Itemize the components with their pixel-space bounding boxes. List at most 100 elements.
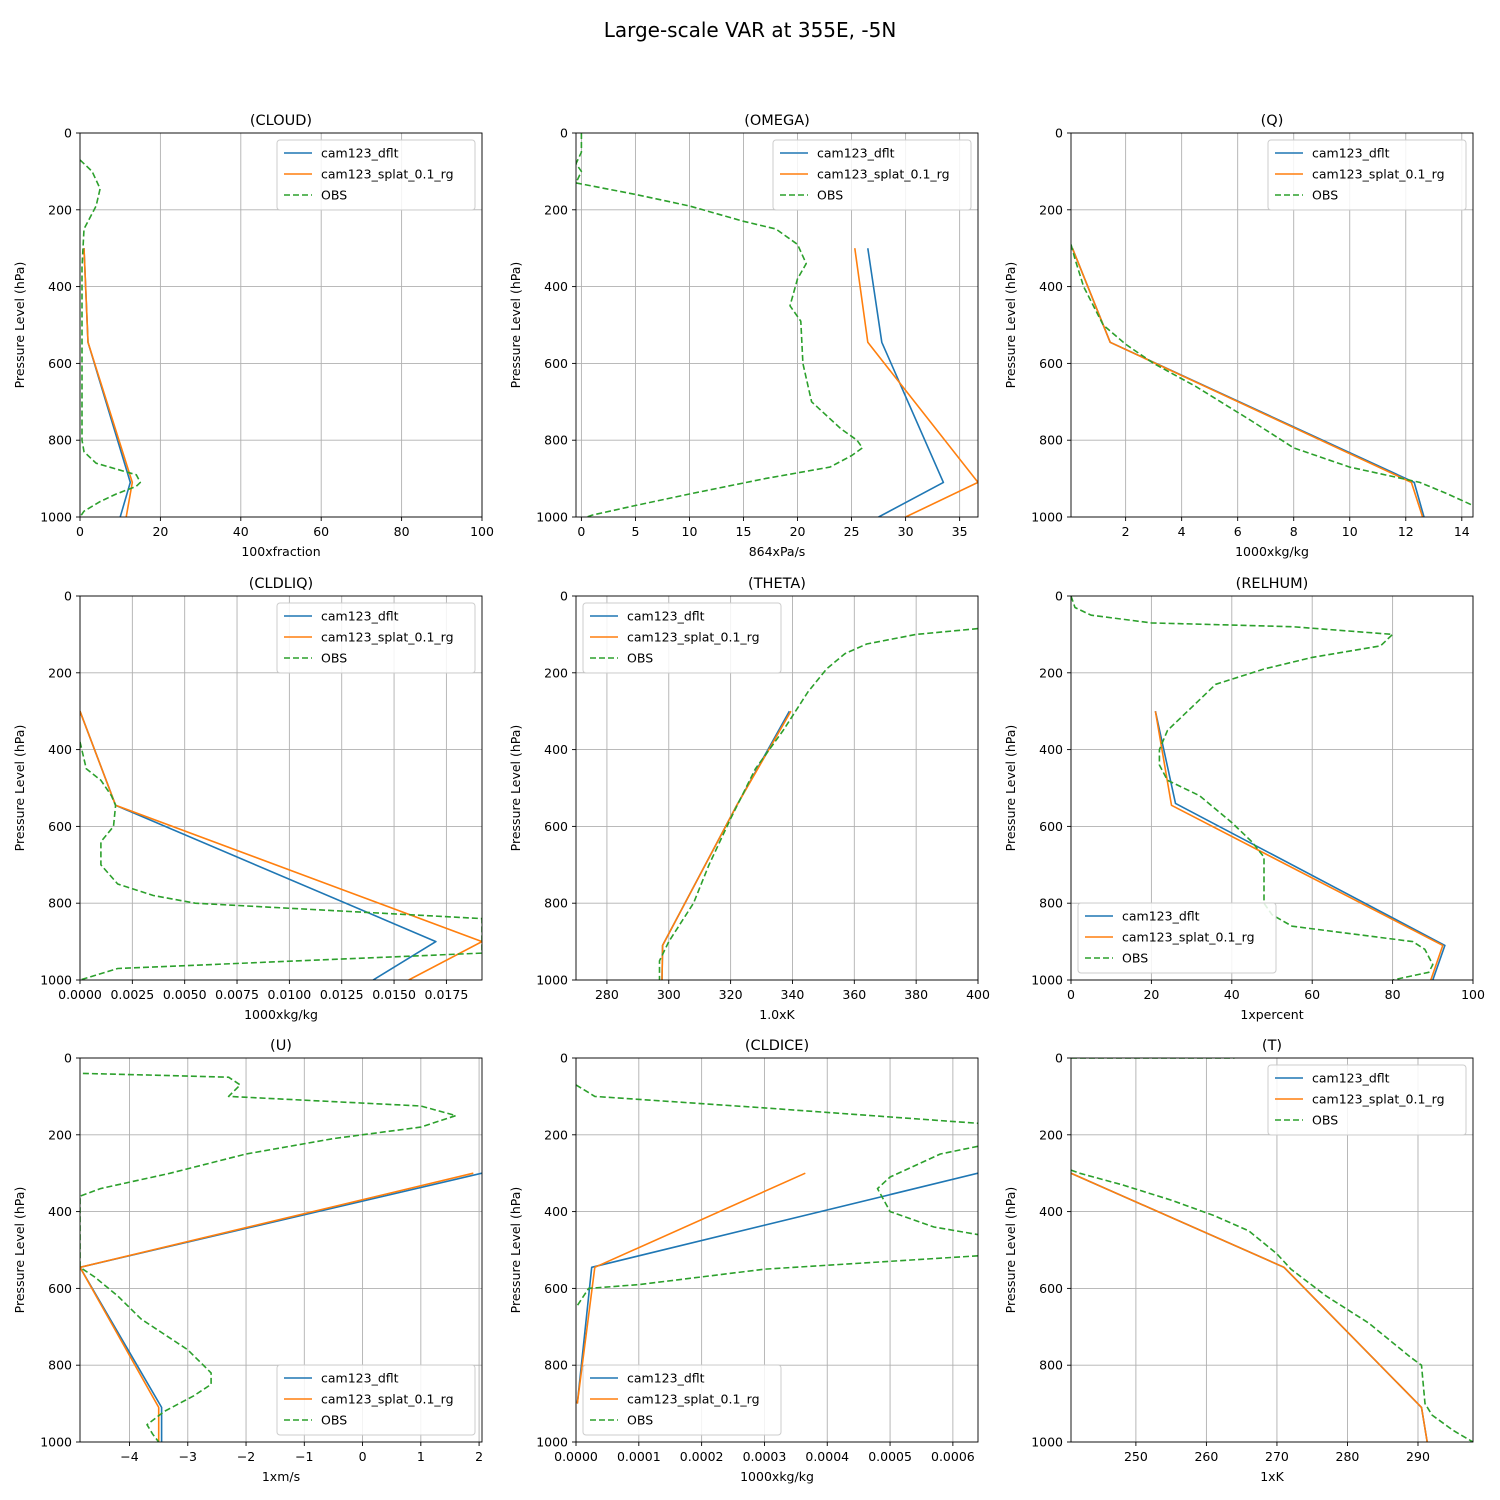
series-line-cam123_splat_0.1_rg <box>1071 1172 1428 1442</box>
y-tick-label: 1000 <box>1031 510 1063 525</box>
series-line-OBS <box>1071 1169 1473 1442</box>
x-tick-label: 260 <box>1194 1449 1218 1464</box>
subplot-3: (CLDLIQ) 0.0000 0.0025 0.0050 0.0075 0.0100 0.… <box>12 576 483 1022</box>
y-axis-label: Pressure Level (hPa) <box>508 725 523 852</box>
legend-label: cam123_splat_0.1_rg <box>321 167 454 182</box>
y-tick-label: 600 <box>1039 1281 1063 1296</box>
x-tick-label: 100 <box>1461 987 1485 1002</box>
series-line-OBS <box>80 741 482 980</box>
x-axis-label: 1000xkg/kg <box>244 1007 318 1022</box>
legend-box <box>1267 1064 1467 1136</box>
x-tick-label: 0.0001 <box>617 1449 661 1464</box>
legend-box <box>582 1364 782 1436</box>
y-tick-label: 600 <box>544 819 568 834</box>
subplot-title: (CLDLIQ) <box>249 576 313 592</box>
subplot-title: (Q) <box>1261 113 1284 129</box>
axes-frame <box>79 1057 483 1443</box>
series-line-cam123_dflt <box>867 248 945 517</box>
x-tick-label: 320 <box>719 987 743 1002</box>
y-axis-label: Pressure Level (hPa) <box>12 1187 27 1314</box>
series-line-OBS <box>876 1145 978 1236</box>
y-tick-label: 600 <box>48 819 72 834</box>
legend: cam123_dflt cam123_splat_0.1_rg OBS <box>582 1364 782 1436</box>
series-line-OBS <box>576 1255 978 1309</box>
legend-label: cam123_dflt <box>627 1371 705 1386</box>
x-tick-label: 0.0075 <box>215 987 259 1002</box>
y-tick-label: 400 <box>1039 1204 1063 1219</box>
x-tick-label: 0.0000 <box>554 1449 598 1464</box>
y-tick-label: 1000 <box>536 1435 568 1450</box>
series-line-cam123_splat_0.1_rg <box>1071 247 1424 517</box>
subplot-7: (CLDICE) 0.0000 0.0001 0.0002 0.0003 0.0004 0.… <box>508 1038 979 1484</box>
legend: cam123_dflt cam123_splat_0.1_rg OBS <box>1267 139 1467 211</box>
x-tick-label: 340 <box>781 987 805 1002</box>
y-tick-label: 600 <box>544 1281 568 1296</box>
y-tick-label: 0 <box>560 589 568 604</box>
legend-box <box>1267 139 1467 211</box>
series-line-cam123_splat_0.1_rg <box>83 248 134 517</box>
x-tick-label: 15 <box>736 524 752 539</box>
y-tick-label: 1000 <box>536 973 568 988</box>
legend-label: OBS <box>321 651 347 666</box>
y-tick-label: 800 <box>48 433 72 448</box>
x-tick-label: 20 <box>790 524 806 539</box>
series-line-cam123_dflt <box>1154 711 1446 980</box>
legend: cam123_dflt cam123_splat_0.1_rg OBS <box>1077 902 1277 974</box>
y-axis-label: Pressure Level (hPa) <box>508 1187 523 1314</box>
y-tick-label: 0 <box>64 589 72 604</box>
legend-box <box>582 602 782 674</box>
axes-frame <box>1070 595 1474 981</box>
legend: cam123_dflt cam123_splat_0.1_rg OBS <box>276 1364 476 1436</box>
x-axis-label: 864xPa/s <box>749 544 806 559</box>
y-tick-label: 0 <box>1055 126 1063 141</box>
x-tick-label: 0.0175 <box>425 987 469 1002</box>
subplot-2: (Q) 2 4 6 8 10 12 14 0 200 400 600 800 1000 1000xkg/kg… <box>1003 113 1474 559</box>
x-axis-label: 1xm/s <box>262 1469 300 1484</box>
y-tick-label: 200 <box>48 1127 72 1142</box>
x-tick-label: 0 <box>577 524 585 539</box>
x-tick-label: 60 <box>313 524 329 539</box>
y-tick-label: 0 <box>560 1051 568 1066</box>
series-line-cam123_splat_0.1_rg <box>80 710 482 980</box>
y-tick-label: 0 <box>64 126 72 141</box>
legend-label: OBS <box>1122 951 1148 966</box>
x-tick-label: 300 <box>657 987 681 1002</box>
x-axis-label: 1xK <box>1260 1469 1284 1484</box>
y-tick-label: 200 <box>1039 665 1063 680</box>
y-tick-label: 1000 <box>1031 1435 1063 1450</box>
series-group <box>1071 596 1446 980</box>
subplot-6: (U) −4 −3 −2 −1 0 1 2 0 200 400 600 800 1000 1xm/s Pres… <box>12 1038 483 1484</box>
subplot-title: (U) <box>270 1038 292 1054</box>
y-tick-label: 400 <box>48 1204 72 1219</box>
series-line-cam123_splat_0.1_rg <box>854 248 978 517</box>
x-tick-label: 20 <box>152 524 168 539</box>
series-line-OBS <box>1071 596 1434 980</box>
x-tick-label: −3 <box>179 1449 197 1464</box>
axes-frame <box>1070 132 1474 518</box>
y-tick-label: 200 <box>544 665 568 680</box>
subplot-4: (THETA) 280 300 320 340 360 380 400 0 200 400 600 80… <box>508 576 990 1022</box>
legend: cam123_dflt cam123_splat_0.1_rg OBS <box>276 602 476 674</box>
x-tick-label: 80 <box>1385 987 1401 1002</box>
x-axis-label: 1000xkg/kg <box>1235 544 1309 559</box>
x-tick-label: 0.0006 <box>931 1449 975 1464</box>
x-tick-label: 0.0005 <box>868 1449 912 1464</box>
legend-label: cam123_splat_0.1_rg <box>817 167 950 182</box>
legend-box <box>1077 902 1277 974</box>
y-tick-label: 200 <box>1039 202 1063 217</box>
x-tick-label: 0.0100 <box>268 987 312 1002</box>
x-tick-label: −4 <box>120 1449 138 1464</box>
y-tick-label: 600 <box>544 356 568 371</box>
x-tick-label: 0 <box>1067 987 1075 1002</box>
y-tick-label: 0 <box>1055 1051 1063 1066</box>
subplot-title: (CLDICE) <box>745 1038 809 1054</box>
y-tick-label: 400 <box>1039 279 1063 294</box>
x-tick-label: 0.0150 <box>372 987 416 1002</box>
series-line-cam123_splat_0.1_rg <box>1154 711 1444 980</box>
y-tick-label: 800 <box>544 1358 568 1373</box>
series-group <box>576 1084 978 1404</box>
legend-label: cam123_dflt <box>817 146 895 161</box>
legend-label: cam123_dflt <box>321 609 399 624</box>
y-tick-label: 200 <box>48 665 72 680</box>
